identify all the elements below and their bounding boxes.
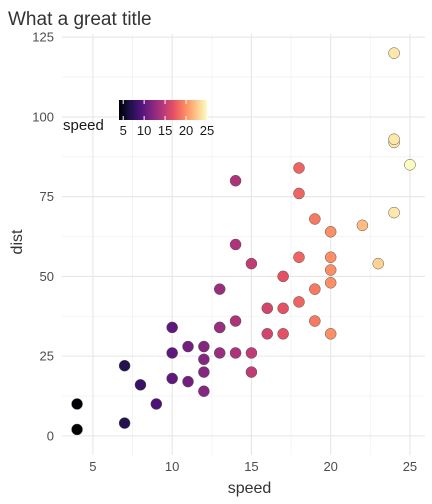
data-point (324, 328, 337, 340)
data-point (166, 372, 178, 385)
data-point (134, 379, 147, 391)
legend-ticks: 5 10 15 20 25 (120, 100, 214, 138)
x-tick-label: 15 (244, 459, 258, 474)
legend-tick-label: 5 (120, 123, 127, 138)
data-point (118, 417, 131, 429)
data-point (245, 366, 258, 378)
data-point (213, 347, 226, 359)
data-point (404, 159, 416, 171)
legend-tick-label: 10 (137, 123, 151, 138)
data-point (261, 302, 274, 315)
data-point (324, 225, 337, 238)
x-tick-label: 25 (403, 459, 417, 474)
data-point (71, 398, 83, 410)
legend-tick-label: 25 (200, 123, 214, 138)
data-point (213, 321, 226, 334)
data-point (245, 347, 258, 359)
data-point (324, 251, 337, 264)
data-point (324, 264, 337, 276)
data-point (388, 133, 400, 145)
data-point (309, 213, 321, 225)
data-point (118, 359, 131, 372)
data-point (261, 328, 274, 340)
data-point (309, 315, 321, 327)
data-point (277, 328, 289, 340)
y-tick-label: 25 (40, 349, 54, 364)
y-tick-label: 125 (32, 30, 54, 45)
data-point (182, 340, 194, 353)
data-point (198, 340, 210, 353)
data-point (388, 47, 400, 59)
data-point (229, 315, 242, 327)
legend-title: speed (63, 117, 104, 134)
data-point (213, 283, 226, 295)
y-axis-title: dist (9, 229, 26, 254)
x-axis-ticks: 5 10 15 20 25 (89, 459, 417, 474)
legend-tick-label: 20 (179, 123, 193, 138)
x-tick-label: 20 (323, 459, 337, 474)
x-axis-title: speed (228, 480, 272, 497)
data-point (182, 375, 194, 388)
data-point (198, 353, 210, 366)
colorbar (119, 100, 207, 120)
data-point (198, 385, 210, 397)
data-point (71, 423, 83, 436)
data-point (388, 206, 400, 219)
y-tick-label: 75 (40, 189, 54, 204)
data-point (293, 162, 305, 174)
data-points (71, 47, 416, 436)
data-point (356, 219, 369, 232)
x-tick-label: 10 (165, 459, 179, 474)
x-tick-label: 5 (89, 459, 96, 474)
chart-title: What a great title (8, 9, 152, 30)
data-point (229, 347, 242, 359)
y-tick-label: 0 (47, 428, 54, 443)
data-point (166, 347, 178, 359)
data-point (229, 174, 242, 187)
data-point (372, 257, 384, 270)
y-tick-label: 50 (40, 269, 54, 284)
y-axis-ticks: 0 25 50 75 100 125 (32, 30, 54, 444)
data-point (277, 302, 289, 315)
y-tick-label: 100 (32, 109, 54, 124)
data-point (229, 238, 242, 251)
data-point (309, 283, 321, 295)
data-point (293, 187, 305, 200)
data-point (245, 257, 258, 270)
data-point (150, 398, 163, 410)
data-point (293, 296, 305, 308)
legend: speed 5 10 15 20 25 (63, 100, 214, 138)
grid (62, 34, 425, 455)
data-point (166, 321, 178, 334)
data-point (293, 251, 305, 264)
data-point (198, 366, 210, 378)
data-point (324, 277, 337, 289)
legend-tick-label: 15 (158, 123, 172, 138)
data-point (277, 270, 289, 283)
